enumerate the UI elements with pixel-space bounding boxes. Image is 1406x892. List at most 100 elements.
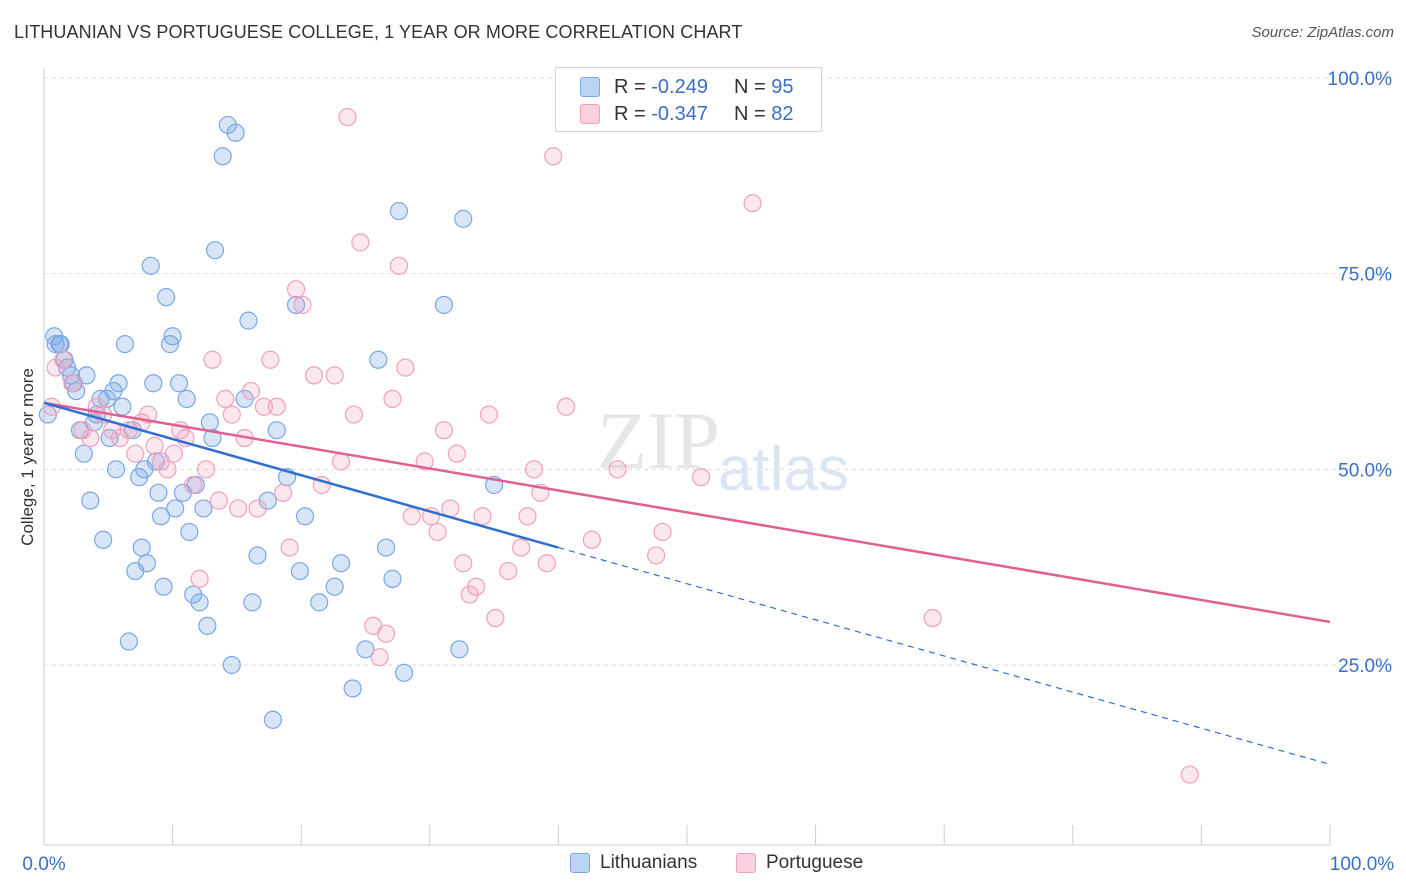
y-tick-label: 100.0%	[1328, 69, 1393, 90]
lithuanians-point	[81, 491, 100, 510]
lithuanians-point	[119, 632, 138, 651]
lithuanians-point	[376, 538, 396, 557]
lithuanians-point	[343, 679, 362, 698]
legend-item-portuguese[interactable]: Portuguese	[736, 852, 863, 874]
portuguese-point	[743, 194, 762, 213]
lithuanians-trend-extension	[558, 547, 1331, 765]
portuguese-point	[304, 366, 324, 385]
portuguese-point	[376, 624, 396, 643]
portuguese-point	[518, 507, 537, 526]
portuguese-point	[499, 561, 518, 581]
portuguese-point	[557, 397, 576, 416]
portuguese-point	[647, 546, 666, 565]
portuguese-point	[73, 421, 92, 440]
lithuanians-point	[163, 327, 182, 346]
portuguese-swatch	[580, 104, 600, 124]
portuguese-point	[338, 108, 357, 127]
lithuanians-point	[149, 483, 168, 502]
lithuanians-point	[310, 593, 329, 612]
lithuanians-point	[434, 295, 454, 315]
stats-row-lithuanians: R = -0.249 N = 95	[556, 73, 794, 101]
lithuanians-point	[248, 546, 267, 565]
lithuanians-point	[113, 397, 132, 416]
portuguese-point	[267, 397, 286, 416]
portuguese-point	[434, 421, 454, 440]
portuguese-point	[582, 530, 601, 549]
r-label: R =	[614, 75, 652, 98]
portuguese-point	[229, 499, 248, 518]
portuguese-point	[370, 648, 389, 667]
lithuanians-point	[77, 366, 96, 385]
lithuanians-point	[325, 577, 344, 596]
lithuanians-point	[190, 593, 209, 612]
r-label: R =	[614, 102, 652, 125]
portuguese-point	[383, 389, 402, 408]
portuguese-point	[351, 233, 370, 252]
portuguese-point	[325, 366, 344, 385]
lithuanians-point	[290, 561, 310, 581]
legend-item-lithuanians[interactable]: Lithuanians	[570, 852, 697, 874]
portuguese-point	[512, 538, 531, 557]
lithuanians-point	[154, 577, 173, 596]
lithuanians-point	[200, 413, 219, 432]
portuguese-point	[466, 577, 486, 596]
chart-title: LITHUANIAN VS PORTUGUESE COLLEGE, 1 YEAR…	[14, 22, 743, 42]
portuguese-point	[286, 280, 306, 299]
lithuanians-point	[389, 201, 409, 221]
r-value: -0.347	[651, 102, 708, 125]
portuguese-point	[923, 608, 942, 628]
portuguese-point	[81, 428, 100, 448]
data-points	[38, 108, 1199, 784]
portuguese-point	[280, 538, 299, 557]
stats-legend: R = -0.249 N = 95 R = -0.347 N = 82	[555, 67, 822, 132]
lithuanians-point	[213, 147, 232, 166]
portuguese-point	[216, 389, 235, 408]
portuguese-point	[454, 554, 473, 573]
lithuanians-point	[243, 593, 262, 612]
n-value: 82	[771, 102, 794, 125]
lithuanians-point	[166, 499, 185, 518]
portuguese-point	[447, 444, 466, 463]
portuguese-point	[184, 475, 203, 495]
gridlines	[44, 77, 1392, 666]
lithuanians-point	[295, 507, 315, 526]
portuguese-point	[389, 256, 409, 275]
portuguese-point	[293, 295, 312, 315]
lithuanians-point	[267, 421, 286, 440]
portuguese-point	[544, 147, 563, 166]
lithuanians-point	[144, 374, 163, 393]
tick-labels: 25.0% 50.0% 75.0% 100.0% 0.0% 100.0%	[22, 69, 1394, 875]
portuguese-point	[261, 350, 280, 369]
portuguese-point	[479, 405, 499, 424]
y-tick-label: 50.0%	[1338, 460, 1392, 481]
legend-label: Portuguese	[766, 852, 864, 873]
portuguese-point	[473, 507, 492, 526]
lithuanians-trend-line	[43, 401, 559, 549]
watermark-zip: ZIP	[597, 395, 720, 486]
lithuanians-point	[331, 554, 351, 573]
lithuanians-swatch	[580, 77, 600, 97]
lithuanians-point	[198, 616, 217, 635]
portuguese-point	[344, 405, 364, 424]
lithuanians-point	[383, 569, 402, 588]
lithuanians-point	[239, 311, 258, 330]
portuguese-point	[486, 608, 505, 628]
lithuanians-point	[203, 428, 222, 448]
lithuanians-point	[454, 209, 473, 228]
stats-row-portuguese: R = -0.347 N = 82	[556, 100, 794, 128]
portuguese-point	[402, 507, 421, 526]
portuguese-point	[692, 468, 711, 487]
lithuanians-point	[194, 499, 213, 518]
lithuanians-point	[115, 335, 135, 354]
portuguese-point	[63, 374, 82, 393]
portuguese-point	[203, 350, 222, 369]
portuguese-point	[274, 483, 293, 502]
lithuanians-point	[218, 115, 237, 135]
series-legend: Lithuanians Portuguese	[0, 852, 1406, 876]
r-value: -0.249	[651, 75, 708, 98]
lithuanians-point	[205, 241, 225, 260]
lithuanians-point	[394, 663, 414, 682]
y-tick-label: 75.0%	[1338, 265, 1392, 286]
lithuanians-point	[132, 538, 151, 557]
